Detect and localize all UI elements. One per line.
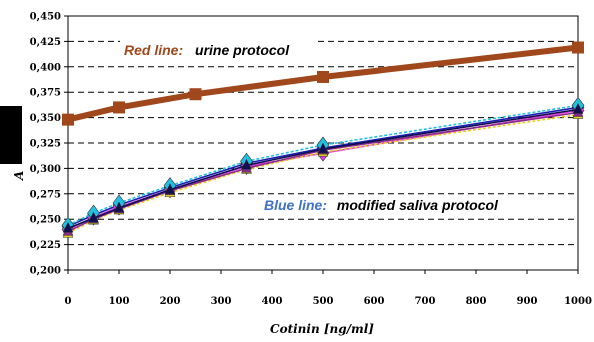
annotation-blue-text: modified saliva protocol [337, 197, 499, 213]
data-point [317, 70, 329, 83]
annotation-blue-label: Blue line: [264, 197, 327, 213]
data-point [572, 102, 584, 114]
x-tick-label: 100 [109, 296, 130, 307]
y-tick-label: 0,400 [30, 62, 61, 73]
series-1 [62, 41, 584, 126]
data-point [113, 101, 125, 114]
x-tick-label: 300 [211, 296, 232, 307]
series-7 [62, 102, 584, 233]
y-tick-label: 0,425 [30, 37, 61, 48]
x-tick-label: 1000 [564, 296, 592, 307]
data-point [62, 113, 74, 126]
ylabel-block [0, 106, 22, 164]
x-tick-label: 900 [517, 296, 538, 307]
annotation-blue: Blue line: modified saliva protocol [264, 197, 499, 213]
x-axis-ticks: 0 100 200 300 400 500 600 700 800 900 1000 [65, 270, 592, 307]
y-tick-label: 0,275 [30, 189, 61, 200]
y-axis-ticks: 0,200 0,225 0,250 0,275 0,300 0,325 0,350 0,375… [30, 12, 68, 277]
x-axis-label: Cotinin [ng/ml] [270, 322, 374, 336]
data-point [241, 158, 252, 170]
annotation-red-bg [120, 40, 316, 60]
data-point [88, 211, 99, 223]
y-tick-label: 0,350 [30, 113, 61, 124]
x-tick-label: 700 [415, 296, 436, 307]
y-tick-label: 0,325 [30, 139, 61, 150]
y-tick-label: 0,300 [30, 164, 61, 175]
series-group [61, 41, 585, 238]
x-tick-label: 0 [65, 296, 72, 307]
data-point [317, 142, 329, 154]
x-tick-label: 400 [262, 296, 283, 307]
x-tick-label: 500 [313, 296, 334, 307]
annotation-red: Red line: urine protocol [124, 42, 290, 58]
y-tick-label: 0,375 [30, 88, 61, 99]
x-tick-label: 800 [466, 296, 487, 307]
data-point [189, 88, 202, 101]
y-tick-label: 0,200 [30, 266, 61, 277]
x-tick-label: 600 [364, 296, 385, 307]
annotation-blue-bg [260, 195, 536, 215]
y-tick-label: 0,225 [30, 240, 61, 251]
x-tick-label: 200 [160, 296, 181, 307]
annotation-red-text: urine protocol [195, 42, 290, 58]
data-point [572, 41, 584, 54]
data-point [62, 221, 74, 233]
y-axis-label: A [12, 171, 26, 181]
annotation-red-label: Red line: [124, 42, 183, 58]
y-tick-label: 0,250 [30, 215, 61, 226]
y-tick-label: 0,450 [30, 12, 61, 23]
data-point [164, 183, 176, 194]
data-point [113, 201, 125, 213]
